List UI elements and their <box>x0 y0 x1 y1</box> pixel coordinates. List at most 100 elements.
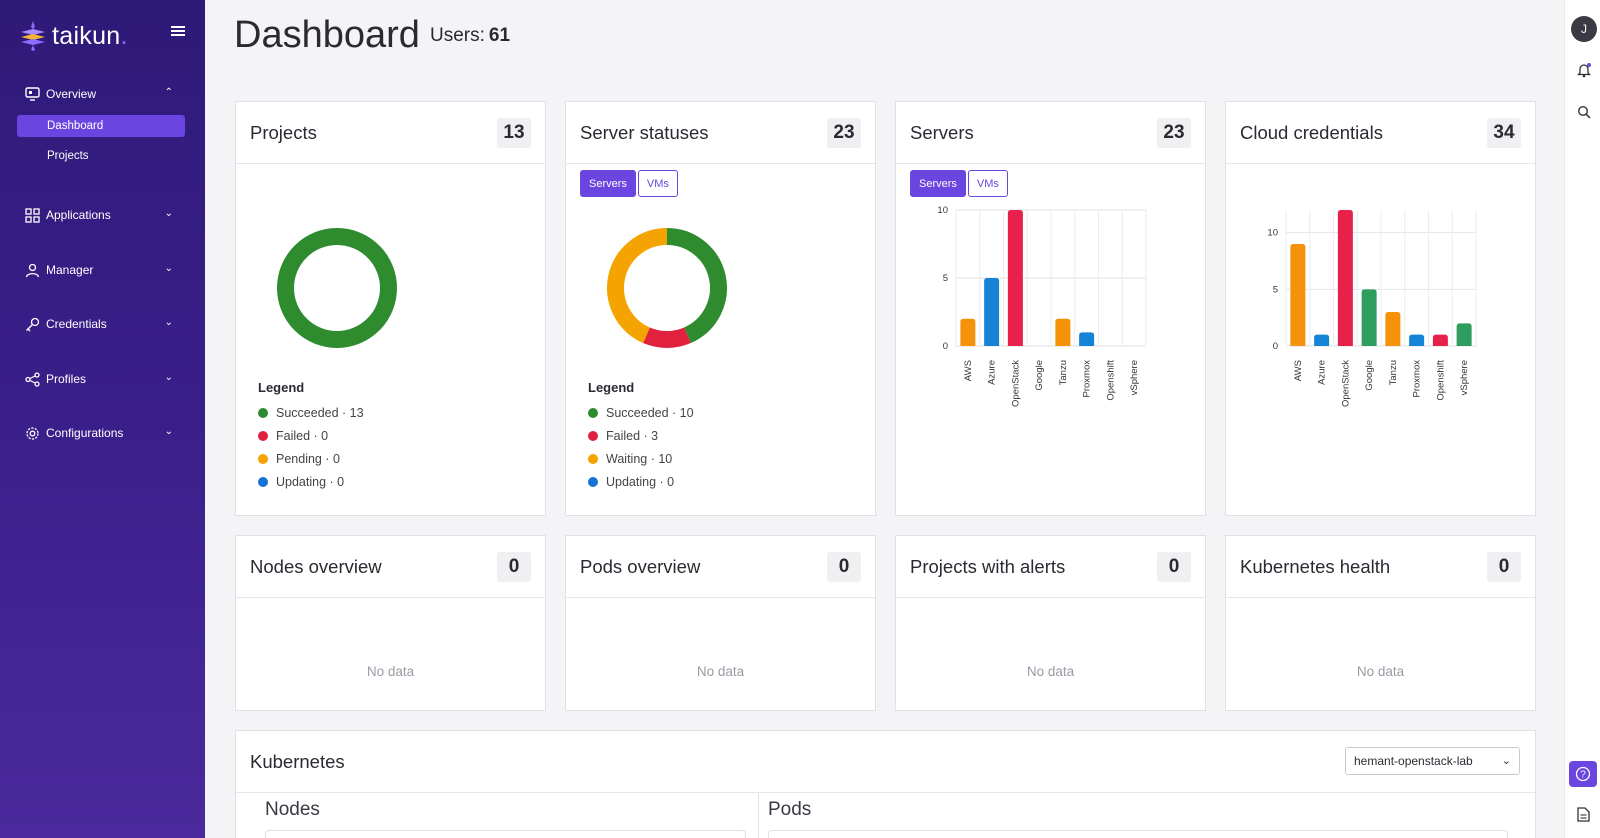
nav-configurations[interactable]: Configurations ⌄ <box>0 422 205 444</box>
y-tick-label: 5 <box>1273 284 1278 295</box>
legend-label: Waiting · 10 <box>606 452 673 466</box>
nav-overview[interactable]: Overview ⌃ <box>0 83 205 105</box>
nav-overview-label: Overview <box>46 87 97 101</box>
bar[interactable] <box>1456 323 1472 346</box>
no-data-text: No data <box>366 664 415 679</box>
y-tick-label: 10 <box>937 205 948 216</box>
tab-vms[interactable]: VMs <box>967 170 1008 197</box>
nodes-panel <box>265 830 746 838</box>
card-count: 13 <box>497 118 531 148</box>
bar[interactable] <box>1314 334 1330 346</box>
bar[interactable] <box>1409 334 1425 346</box>
bar[interactable] <box>1361 289 1377 346</box>
logo-text: taikun. <box>52 21 128 50</box>
bar[interactable] <box>1007 210 1023 346</box>
x-tick-label: OpenStack <box>1340 360 1351 407</box>
legend-dot <box>258 408 268 418</box>
nav-manager[interactable]: Manager ⌄ <box>0 259 205 281</box>
tab-servers[interactable]: Servers <box>580 170 636 197</box>
cloud-credentials-bar-chart: 0 5 10 AWS Azure OpenStack Google Tanzu Proxmox O… <box>1267 210 1477 407</box>
legend-item: Succeeded · 10 <box>588 406 694 420</box>
card-title: Servers <box>910 122 974 143</box>
server-vm-tabs: Servers VMs <box>580 170 680 197</box>
legend-dot <box>588 454 598 464</box>
legend-dot <box>588 408 598 418</box>
card-header: Kubernetes hemant-openstack-lab ⌄ <box>236 731 1535 793</box>
projects-donut-chart <box>277 228 397 348</box>
tab-servers[interactable]: Servers <box>910 170 966 197</box>
nav-applications[interactable]: Applications ⌄ <box>0 204 205 226</box>
donut-slice[interactable] <box>643 327 691 348</box>
nav-configurations-label: Configurations <box>46 426 124 440</box>
legend-label: Updating · 0 <box>276 475 345 489</box>
legend-label: Failed · 3 <box>606 429 659 443</box>
legend-item: Failed · 0 <box>258 429 328 443</box>
no-data-text: No data <box>1356 664 1405 679</box>
x-tick-label: vSphere <box>1459 360 1470 395</box>
x-tick-label: Proxmox <box>1412 360 1423 398</box>
logo[interactable]: taikun. <box>0 0 205 72</box>
nav-projects[interactable]: Projects <box>17 145 185 167</box>
bar[interactable] <box>1337 210 1353 346</box>
share-icon <box>24 371 40 387</box>
bar[interactable] <box>1079 332 1095 346</box>
chevron-down-icon: ⌄ <box>164 372 173 383</box>
gear-icon <box>24 425 40 441</box>
nav-profiles[interactable]: Profiles ⌄ <box>0 368 205 390</box>
search-icon[interactable] <box>1577 105 1591 119</box>
projects-alerts-card: Projects with alerts 0 No data <box>895 535 1206 711</box>
card-title: Cloud credentials <box>1240 122 1383 143</box>
legend-item: Succeeded · 13 <box>258 406 364 420</box>
x-tick-label: Azure <box>1317 360 1328 385</box>
x-tick-label: Google <box>1034 360 1045 391</box>
card-header: Projects 13 <box>236 102 545 164</box>
users-count: Users: 61 <box>430 25 510 47</box>
x-tick-label: AWS <box>1293 360 1304 381</box>
card-header: Projects with alerts 0 <box>896 536 1205 598</box>
donut-slice[interactable] <box>277 228 397 348</box>
server-statuses-donut-chart <box>607 228 727 348</box>
x-tick-label: Azure <box>987 360 998 385</box>
bell-icon[interactable] <box>1576 62 1592 78</box>
card-title: Nodes overview <box>250 556 382 577</box>
nodes-section-title: Nodes <box>265 799 320 820</box>
bar[interactable] <box>960 318 976 346</box>
user-icon <box>24 262 40 278</box>
legend-label: Updating · 0 <box>606 475 675 489</box>
document-icon[interactable] <box>1577 807 1590 822</box>
bar[interactable] <box>1432 334 1448 346</box>
bar[interactable] <box>1385 312 1401 346</box>
legend-item: Pending · 0 <box>258 452 340 466</box>
card-title: Kubernetes <box>250 751 345 772</box>
x-tick-label: Tanzu <box>1388 360 1399 385</box>
card-title: Kubernetes health <box>1240 556 1391 577</box>
projects-card: Projects 13 Legend Succeeded · 13 Failed… <box>235 101 546 516</box>
chevron-down-icon: ⌄ <box>164 426 173 437</box>
avatar[interactable]: J <box>1571 16 1597 42</box>
svg-text:?: ? <box>1580 770 1586 781</box>
help-icon[interactable]: ? <box>1569 761 1597 787</box>
card-title: Projects with alerts <box>910 556 1066 577</box>
card-count: 23 <box>827 118 861 148</box>
cluster-select-value: hemant-openstack-lab <box>1354 754 1473 768</box>
taikun-logo-icon <box>21 21 45 51</box>
right-rail: J ? <box>1564 0 1600 838</box>
server-statuses-card: Server statuses 23 Servers VMs Legend Su… <box>565 101 876 516</box>
legend-dot <box>258 477 268 487</box>
donut-slice[interactable] <box>666 228 727 344</box>
nav-credentials[interactable]: Credentials ⌄ <box>0 313 205 335</box>
bar[interactable] <box>984 278 1000 346</box>
cluster-select[interactable]: hemant-openstack-lab ⌄ <box>1345 747 1520 775</box>
sidebar: taikun. Overview ⌃ Dashboard Projects Ap… <box>0 0 205 838</box>
x-tick-label: Google <box>1364 360 1375 391</box>
donut-slice[interactable] <box>607 228 668 344</box>
card-count: 0 <box>827 552 861 582</box>
menu-toggle-icon[interactable] <box>171 26 185 36</box>
bar[interactable] <box>1290 244 1306 346</box>
bar[interactable] <box>1055 318 1071 346</box>
nav-dashboard[interactable]: Dashboard <box>17 115 185 137</box>
users-label: Users: <box>430 25 485 46</box>
nav-credentials-label: Credentials <box>46 317 107 331</box>
card-header: Servers 23 <box>896 102 1205 164</box>
tab-vms[interactable]: VMs <box>637 170 678 197</box>
